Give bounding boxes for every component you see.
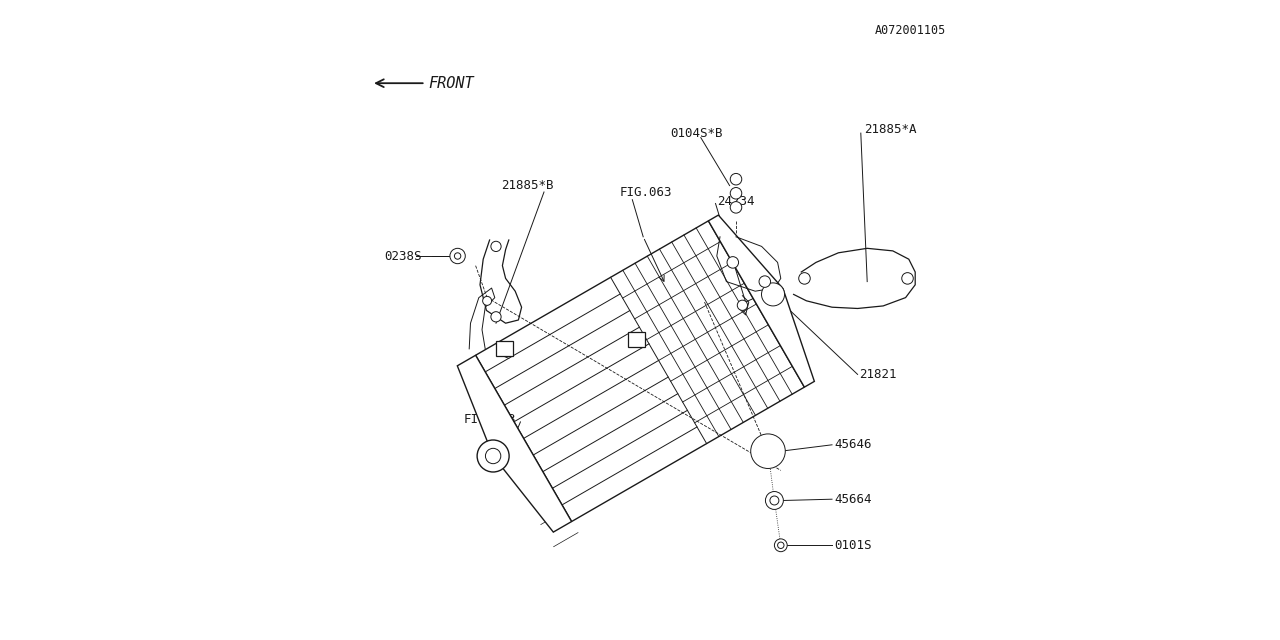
Polygon shape: [457, 355, 572, 532]
Circle shape: [762, 445, 774, 458]
Circle shape: [762, 283, 785, 306]
Circle shape: [771, 496, 778, 505]
Circle shape: [727, 257, 739, 268]
Circle shape: [492, 241, 502, 252]
Circle shape: [901, 273, 914, 284]
Circle shape: [730, 188, 742, 199]
Circle shape: [799, 273, 810, 284]
Circle shape: [737, 300, 748, 310]
Text: 45646: 45646: [835, 438, 872, 451]
Polygon shape: [476, 221, 804, 522]
Circle shape: [483, 296, 492, 305]
Text: A: A: [634, 334, 640, 344]
Text: 45664: 45664: [835, 493, 872, 506]
Circle shape: [477, 440, 509, 472]
Circle shape: [730, 173, 742, 185]
Text: 0104S*B: 0104S*B: [671, 127, 723, 140]
Circle shape: [492, 312, 502, 322]
Circle shape: [454, 253, 461, 259]
Text: 24234: 24234: [717, 195, 754, 208]
Bar: [628, 332, 645, 347]
Circle shape: [451, 248, 466, 264]
Circle shape: [730, 202, 742, 213]
Text: A: A: [500, 344, 508, 354]
Polygon shape: [708, 215, 814, 387]
Bar: [497, 341, 512, 356]
Circle shape: [777, 542, 783, 548]
Text: FIG.063: FIG.063: [620, 186, 672, 198]
Circle shape: [759, 276, 771, 287]
Text: 0101S: 0101S: [835, 539, 872, 552]
Circle shape: [485, 448, 500, 463]
Text: 21821: 21821: [860, 368, 897, 381]
Text: 21885*B: 21885*B: [502, 179, 554, 192]
Text: 21885*A: 21885*A: [864, 123, 916, 136]
Text: A072001105: A072001105: [874, 24, 946, 37]
Text: 0238S: 0238S: [384, 250, 421, 262]
Text: FRONT: FRONT: [429, 76, 475, 91]
Text: FIG.073: FIG.073: [465, 413, 517, 426]
Circle shape: [774, 539, 787, 552]
Circle shape: [750, 434, 786, 468]
Circle shape: [755, 438, 781, 464]
Circle shape: [765, 492, 783, 509]
